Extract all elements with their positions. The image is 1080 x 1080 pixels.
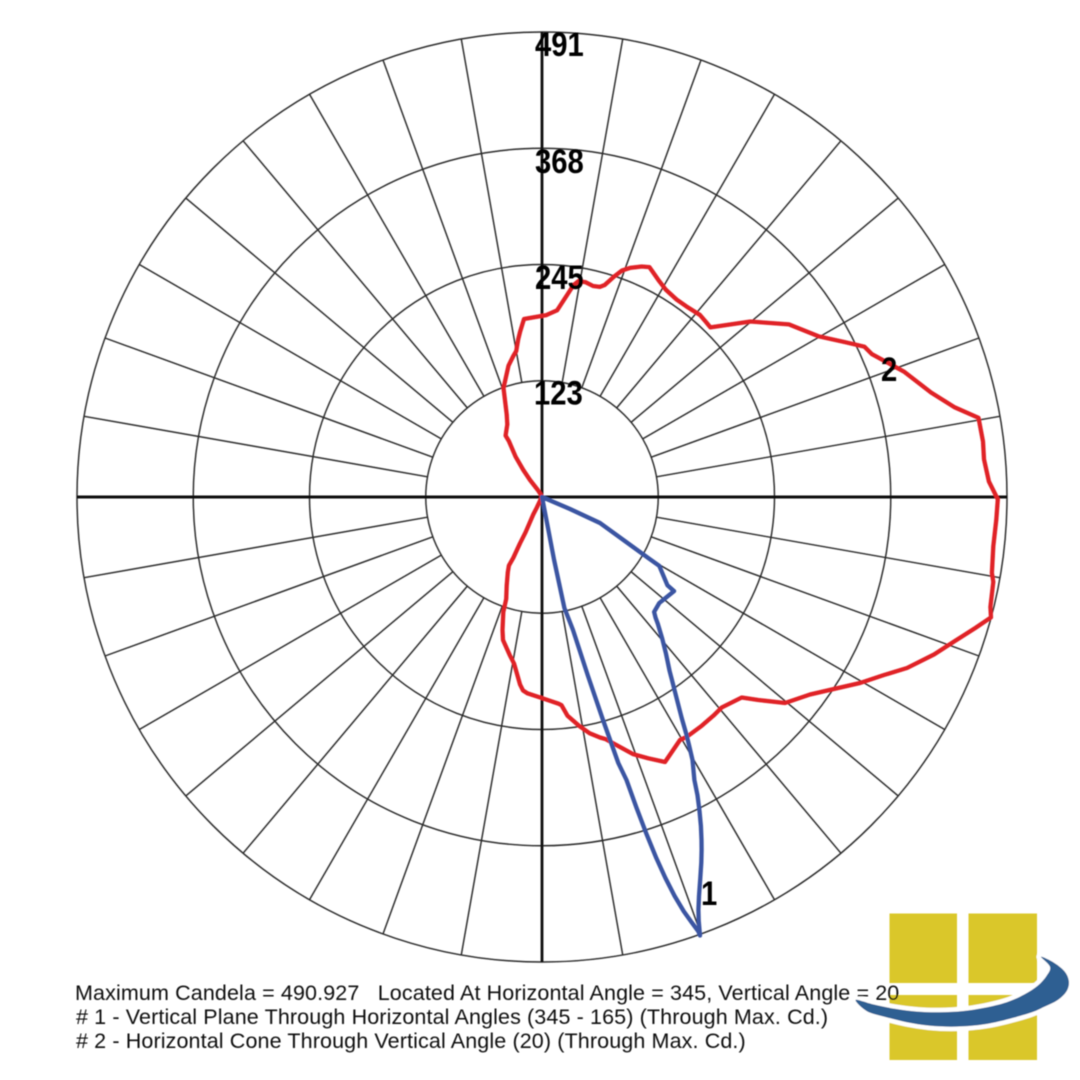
svg-text:491: 491 [535,25,584,64]
svg-text:245: 245 [535,258,584,297]
svg-text:# 1 - Vertical Plane Through H: # 1 - Vertical Plane Through Horizontal … [76,1005,828,1029]
svg-text:Maximum Candela = 490.927 Lo: Maximum Candela = 490.927 Located At Hor… [75,981,899,1005]
svg-text:# 2 - Horizontal Cone Through: # 2 - Horizontal Cone Through Vertical A… [76,1029,746,1053]
svg-text:368: 368 [535,142,584,181]
svg-text:2: 2 [881,350,897,389]
svg-text:1: 1 [701,874,717,913]
svg-text:123: 123 [534,374,583,413]
